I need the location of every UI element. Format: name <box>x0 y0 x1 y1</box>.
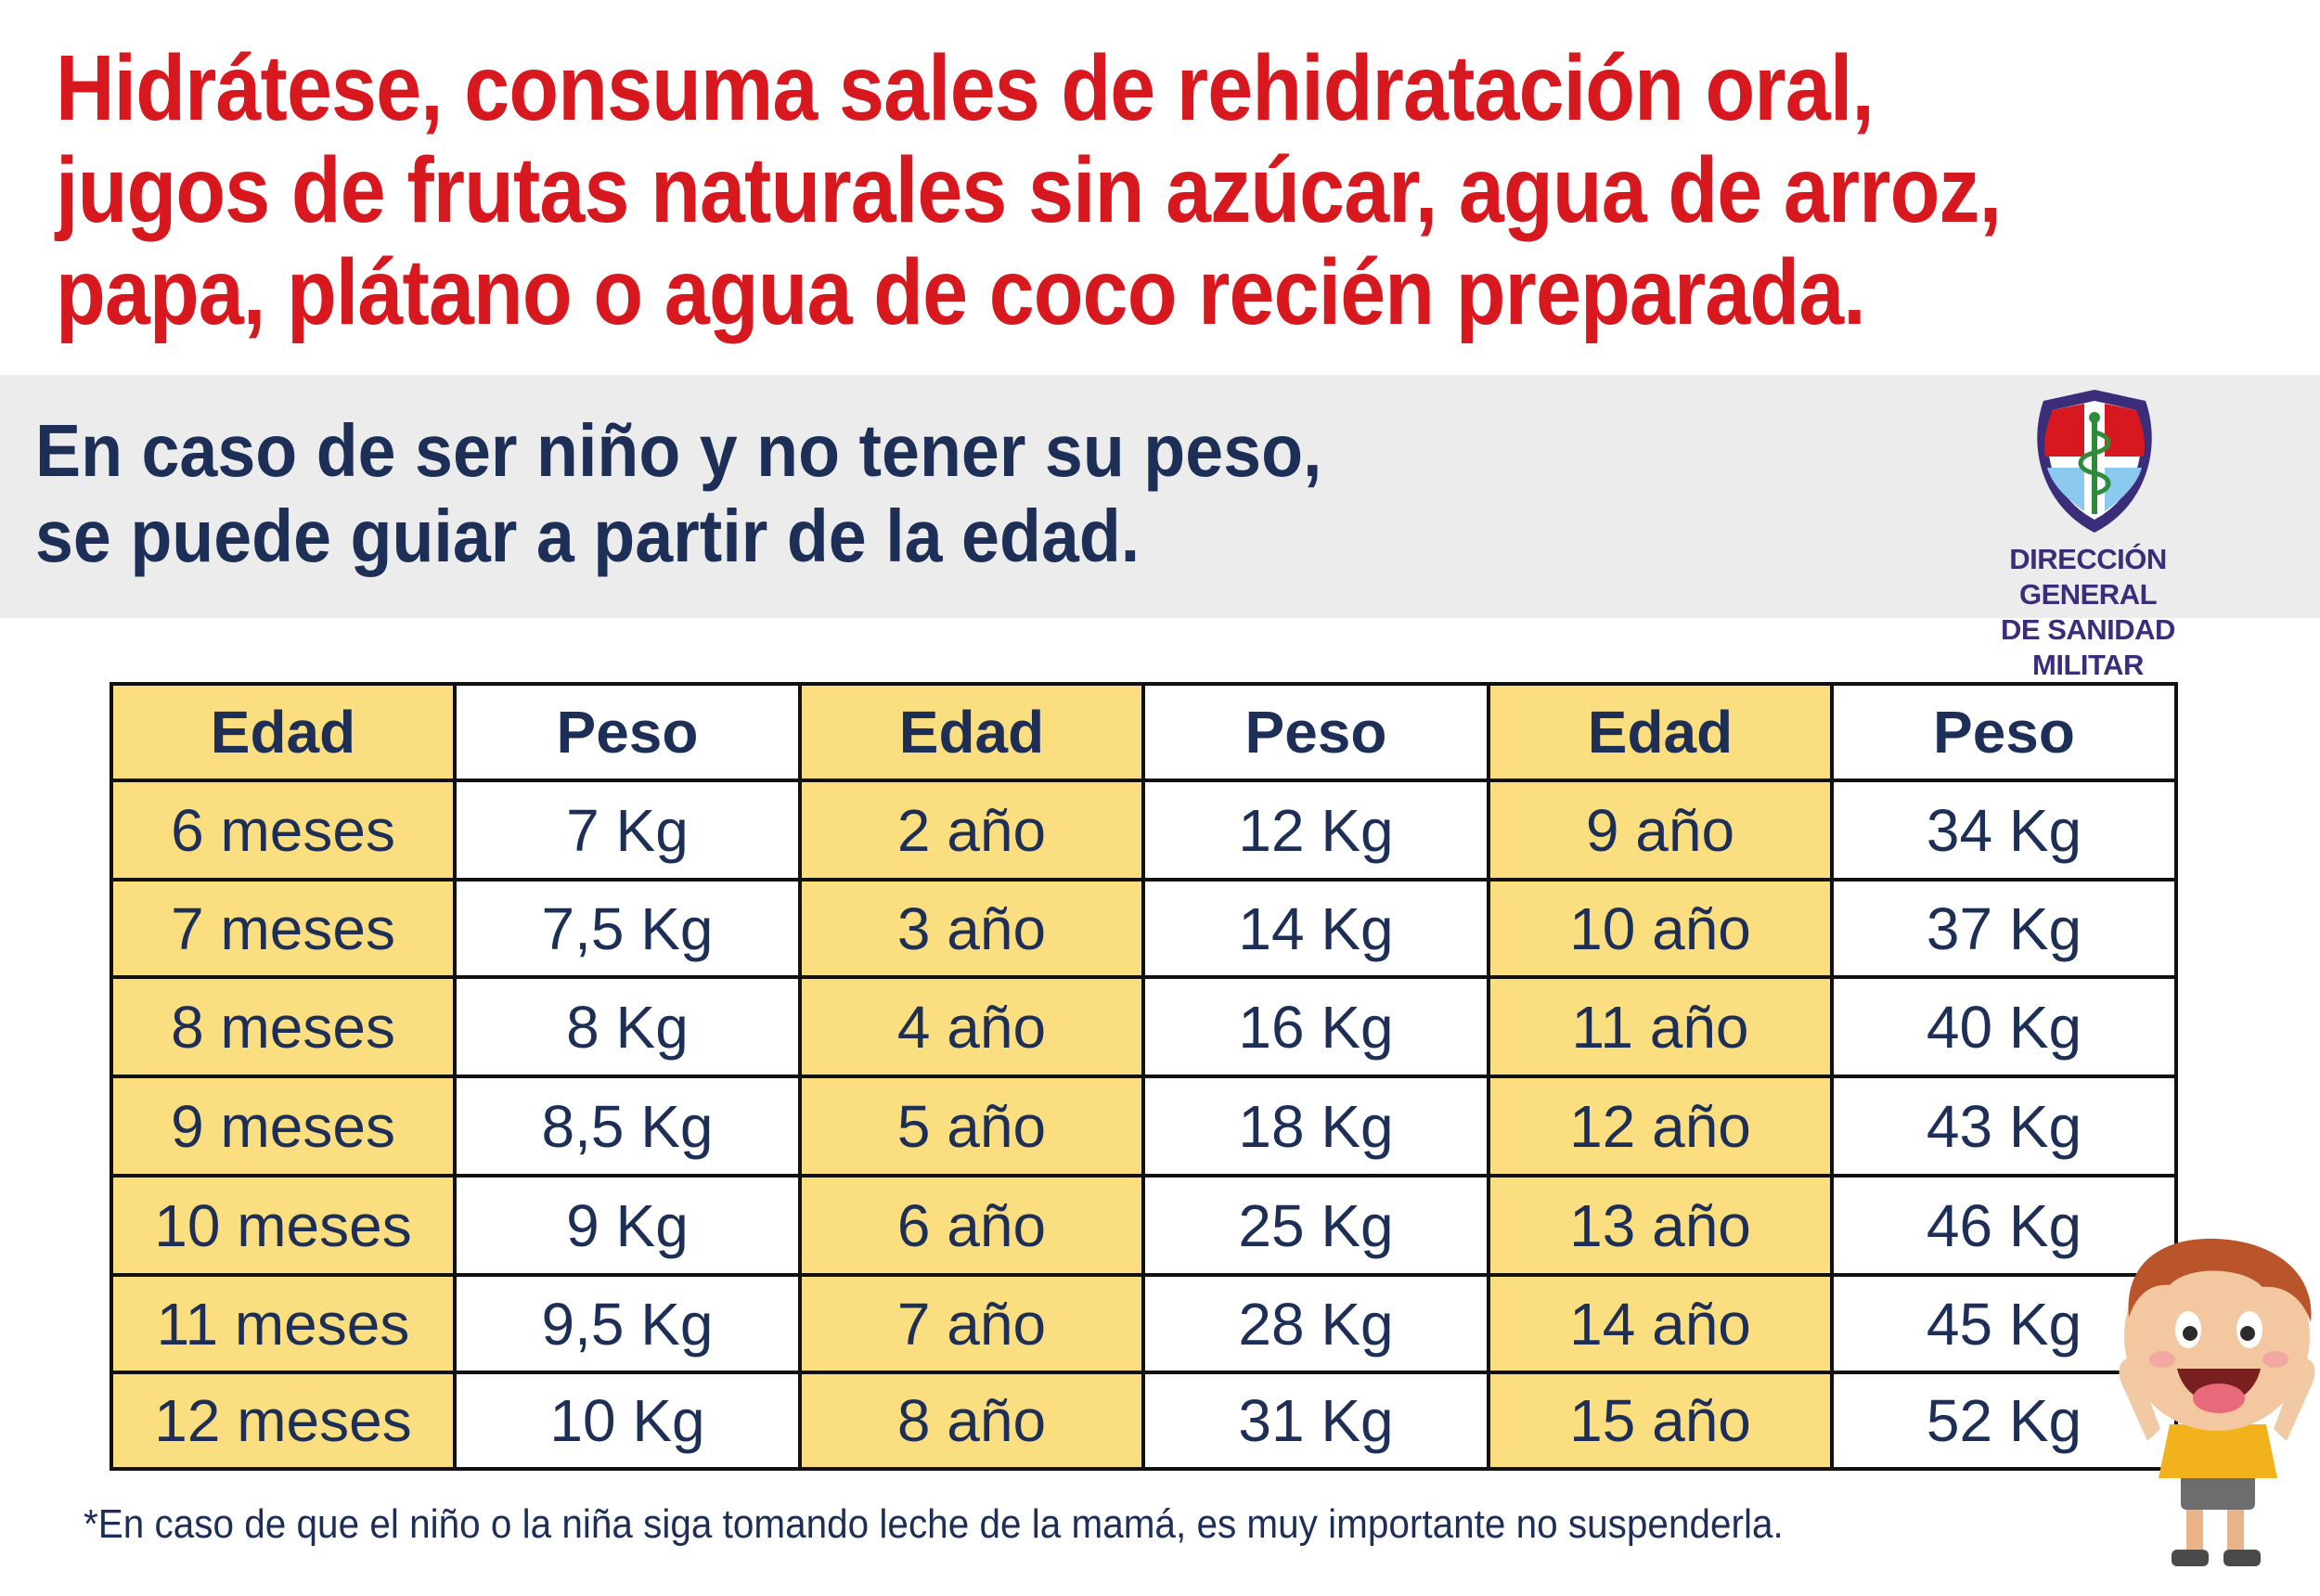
age-cell: 4 año <box>798 975 1145 1078</box>
age-cell: 7 año <box>798 1273 1145 1374</box>
weight-cell: 46 Kg <box>1830 1174 2178 1277</box>
weight-cell: 52 Kg <box>1830 1371 2178 1471</box>
age-cell: 10 año <box>1487 878 1834 979</box>
weight-cell: 45 Kg <box>1830 1273 2178 1374</box>
header-edad-1: Edad <box>110 682 457 782</box>
weight-cell: 28 Kg <box>1141 1273 1490 1374</box>
table-row: 9 meses 8,5 Kg 5 año 18 Kg 12 año 43 Kg <box>110 1075 2178 1178</box>
header-peso-1: Peso <box>453 682 802 782</box>
age-cell: 2 año <box>798 779 1145 882</box>
age-cell: 8 año <box>798 1371 1145 1471</box>
age-cell: 3 año <box>798 878 1145 979</box>
table-row: 7 meses 7,5 Kg 3 año 14 Kg 10 año 37 Kg <box>110 878 2178 979</box>
shield-icon <box>2037 390 2152 533</box>
weight-cell: 14 Kg <box>1141 878 1490 979</box>
logo-text: DIRECCIÓN GENERAL DE SANIDAD MILITAR <box>1949 542 2227 683</box>
table-header-row: Edad Peso Edad Peso Edad Peso <box>110 682 2178 782</box>
weight-cell: 16 Kg <box>1141 975 1490 1078</box>
logo-line-1: DIRECCIÓN GENERAL <box>2009 543 2167 611</box>
table-row: 11 meses 9,5 Kg 7 año 28 Kg 14 año 45 Kg <box>110 1273 2178 1374</box>
weight-cell: 40 Kg <box>1830 975 2178 1078</box>
age-weight-table: Edad Peso Edad Peso Edad Peso 6 meses 7 … <box>110 682 2178 1471</box>
weight-cell: 7 Kg <box>453 779 802 882</box>
table-row: 10 meses 9 Kg 6 año 25 Kg 13 año 46 Kg <box>110 1174 2178 1277</box>
weight-cell: 18 Kg <box>1141 1075 1490 1178</box>
table-row: 8 meses 8 Kg 4 año 16 Kg 11 año 40 Kg <box>110 975 2178 1078</box>
age-cell: 9 meses <box>110 1075 457 1178</box>
weight-cell: 34 Kg <box>1830 779 2178 882</box>
subtitle-band <box>0 375 2320 618</box>
weight-cell: 9 Kg <box>453 1174 802 1277</box>
subtitle-line-2: se puede guiar a partir de la edad. <box>35 495 1141 577</box>
age-cell: 11 meses <box>110 1273 457 1374</box>
age-cell: 8 meses <box>110 975 457 1078</box>
weight-cell: 31 Kg <box>1141 1371 1490 1471</box>
weight-cell: 9,5 Kg <box>453 1273 802 1374</box>
weight-cell: 10 Kg <box>453 1371 802 1471</box>
header-peso-2: Peso <box>1141 682 1490 782</box>
age-cell: 15 año <box>1487 1371 1834 1471</box>
cartoon-boy-illustration <box>2119 1238 2315 1566</box>
age-cell: 7 meses <box>110 878 457 979</box>
headline: Hidrátese, consuma sales de rehidratació… <box>56 36 2002 344</box>
age-cell: 9 año <box>1487 779 1834 882</box>
age-cell: 6 año <box>798 1174 1145 1277</box>
table-row: 6 meses 7 Kg 2 año 12 Kg 9 año 34 Kg <box>110 779 2178 882</box>
weight-cell: 37 Kg <box>1830 878 2178 979</box>
age-cell: 6 meses <box>110 779 457 882</box>
age-cell: 10 meses <box>110 1174 457 1277</box>
organization-logo: DIRECCIÓN GENERAL DE SANIDAD MILITAR <box>1949 379 2227 681</box>
age-cell: 5 año <box>798 1075 1145 1178</box>
age-cell: 13 año <box>1487 1174 1834 1277</box>
weight-cell: 7,5 Kg <box>453 878 802 979</box>
header-edad-2: Edad <box>798 682 1145 782</box>
footnote: *En caso de que el niño o la niña siga t… <box>84 1501 1784 1547</box>
header-peso-3: Peso <box>1830 682 2178 782</box>
age-cell: 12 año <box>1487 1075 1834 1178</box>
age-cell: 12 meses <box>110 1371 457 1471</box>
age-cell: 11 año <box>1487 975 1834 1078</box>
weight-cell: 8,5 Kg <box>453 1075 802 1178</box>
subtitle: En caso de ser niño y no tener su peso, … <box>35 408 1322 579</box>
logo-line-2: DE SANIDAD MILITAR <box>2001 613 2175 681</box>
subtitle-line-1: En caso de ser niño y no tener su peso, <box>35 409 1322 492</box>
weight-cell: 12 Kg <box>1141 779 1490 882</box>
weight-cell: 43 Kg <box>1830 1075 2178 1178</box>
weight-cell: 8 Kg <box>453 975 802 1078</box>
header-edad-3: Edad <box>1487 682 1834 782</box>
table-row: 12 meses 10 Kg 8 año 31 Kg 15 año 52 Kg <box>110 1371 2178 1471</box>
weight-cell: 25 Kg <box>1141 1174 1490 1277</box>
age-cell: 14 año <box>1487 1273 1834 1374</box>
